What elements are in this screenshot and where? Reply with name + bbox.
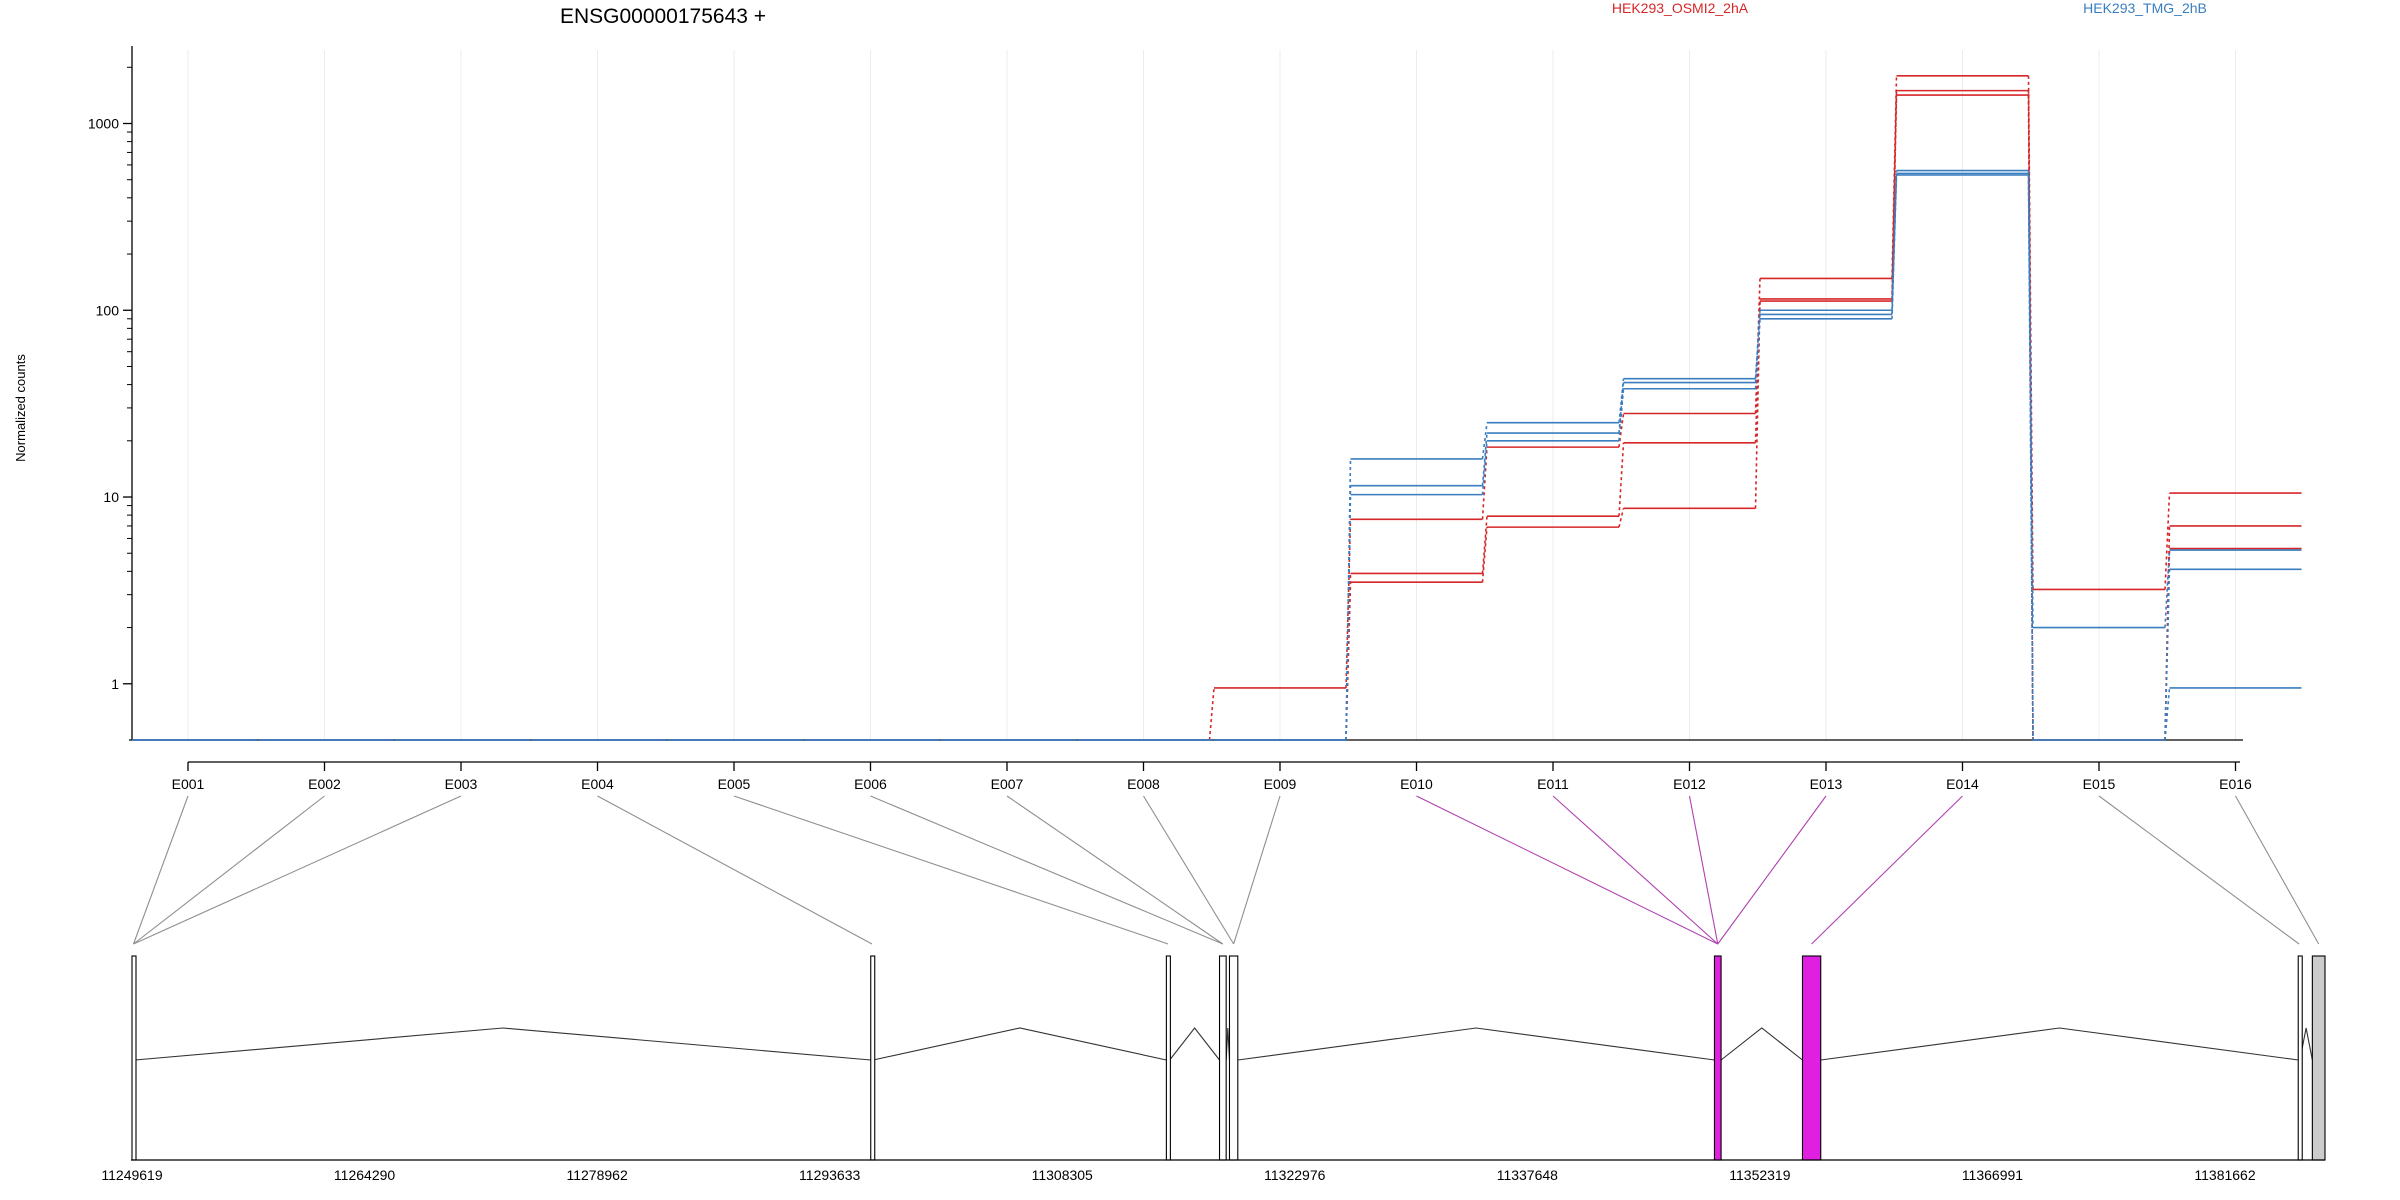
- exon-connector-E014: [1811, 795, 1963, 945]
- series-5-connector-E009: [1345, 494, 1352, 741]
- genomic-tick-label-1: 11264290: [334, 1167, 395, 1183]
- exon-connector-E011: [1552, 795, 1719, 945]
- series-2-connector-E011: [1618, 508, 1625, 528]
- exon-connector-layer: [132, 795, 2320, 945]
- exon-connector-E010: [1416, 795, 1719, 945]
- grid-layer: [187, 50, 2236, 740]
- x-tick-label-E013: E013: [1810, 776, 1843, 792]
- x-tick-label-E001: E001: [172, 776, 205, 792]
- intron-2: [873, 1027, 1167, 1061]
- x-tick-label-E005: E005: [718, 776, 751, 792]
- axes-layer: 1 10 100 1000 E001 E002 E003 E004 E005 E006 E007 E0…: [88, 46, 2252, 792]
- series-1-connector-E013: [1891, 90, 1898, 299]
- genomic-tick-label-9: 11381662: [2194, 1167, 2255, 1183]
- series-4-connector-E014: [2027, 173, 2034, 741]
- intron-6: [1720, 1027, 1803, 1061]
- genomic-tick-label-5: 11322976: [1264, 1167, 1325, 1183]
- series-4-connector-E010: [1481, 433, 1488, 486]
- x-tick-label-E014: E014: [1946, 776, 1979, 792]
- y-tick-label-100: 100: [96, 302, 120, 318]
- y-axis-label: Normalized counts: [13, 354, 28, 462]
- series-5-connector-E015: [2164, 687, 2171, 741]
- series-4-connector-E015: [2164, 569, 2171, 741]
- y-tick-label-10: 10: [103, 489, 119, 505]
- exon-connector-E007: [1006, 795, 1224, 945]
- genomic-tick-label-0: 11249619: [101, 1167, 162, 1183]
- exon-connector-E001: [132, 795, 189, 945]
- gene-model: [131, 955, 2326, 1161]
- exon-box-1: [131, 955, 137, 1161]
- exon-connector-E003: [133, 795, 462, 945]
- x-tick-label-E009: E009: [1264, 776, 1297, 792]
- x-tick-label-E007: E007: [991, 776, 1024, 792]
- x-tick-label-E012: E012: [1673, 776, 1706, 792]
- intron-3: [1169, 1027, 1220, 1061]
- series-1-connector-E011: [1618, 442, 1625, 517]
- x-tick-label-E010: E010: [1400, 776, 1433, 792]
- series-4-connector-E012: [1754, 314, 1761, 383]
- series-layer: [132, 75, 2302, 741]
- series-2-connector-E013: [1891, 95, 1898, 302]
- exon-box-6: [1713, 955, 1722, 1161]
- exon-connector-E008: [1143, 795, 1235, 945]
- exon-connector-E009: [1233, 795, 1281, 945]
- exon-connector-E013: [1717, 795, 1827, 945]
- series-3-connector-E011: [1618, 378, 1625, 423]
- series-0-connector-E009: [1345, 519, 1352, 688]
- exon-connector-E005: [733, 795, 1169, 945]
- x-tick-label-E016: E016: [2219, 776, 2252, 792]
- exon-box-7: [1801, 955, 1822, 1161]
- intron-4: [1225, 1027, 1231, 1061]
- series-3-connector-E010: [1481, 422, 1488, 459]
- series-0-connector-E015: [2164, 493, 2171, 590]
- intron-7: [1820, 1027, 2299, 1061]
- genomic-tick-label-8: 11366991: [1962, 1167, 2023, 1183]
- exon-box-2: [870, 955, 876, 1161]
- x-tick-label-E004: E004: [581, 776, 614, 792]
- exon-connector-E004: [597, 795, 873, 945]
- series-0-connector-E008: [1208, 687, 1215, 741]
- series-3-connector-E015: [2164, 550, 2171, 628]
- x-tick-label-E002: E002: [308, 776, 341, 792]
- chart-title: ENSG00000175643 +: [560, 5, 766, 28]
- genomic-tick-label-2: 11278962: [566, 1167, 627, 1183]
- intron-1: [134, 1027, 871, 1061]
- exon-box-3: [1165, 955, 1171, 1161]
- x-tick-label-E006: E006: [854, 776, 887, 792]
- series-5-connector-E014: [2027, 174, 2034, 741]
- y-tick-label-1000: 1000: [88, 116, 119, 132]
- exon-box-5: [1228, 955, 1239, 1161]
- x-tick-label-E008: E008: [1127, 776, 1160, 792]
- genomic-tick-label-4: 11308305: [1032, 1167, 1093, 1183]
- exon-connector-E002: [133, 795, 325, 945]
- exon-box-4: [1218, 955, 1227, 1161]
- genomic-tick-label-6: 11337648: [1497, 1167, 1558, 1183]
- x-tick-label-E011: E011: [1537, 776, 1569, 792]
- series-0-connector-E013: [1891, 75, 1898, 279]
- genomic-axis: 11249619 11264290 11278962 11293633 11308305…: [101, 1159, 2325, 1183]
- legend-label-tmg: HEK293_TMG_2hB: [2083, 0, 2207, 16]
- exon-connector-E015: [2098, 795, 2300, 945]
- genomic-tick-label-7: 11352319: [1729, 1167, 1790, 1183]
- series-2-connector-E012: [1754, 301, 1761, 509]
- exon-connector-E006: [870, 795, 1224, 945]
- series-0-connector-E010: [1481, 447, 1488, 520]
- intron-5: [1237, 1027, 1715, 1061]
- exon-connector-E012: [1688, 795, 1719, 945]
- exon-box-9: [2311, 955, 2326, 1161]
- x-tick-label-E003: E003: [445, 776, 478, 792]
- y-tick-label-1: 1: [111, 676, 119, 692]
- x-tick-label-E015: E015: [2083, 776, 2116, 792]
- exon-box-8: [2297, 955, 2303, 1161]
- legend-label-osmi2: HEK293_OSMI2_2hA: [1612, 0, 1749, 16]
- exon-connector-E016: [2235, 795, 2320, 945]
- series-5-connector-E011: [1618, 388, 1625, 441]
- genomic-tick-label-3: 11293633: [799, 1167, 860, 1183]
